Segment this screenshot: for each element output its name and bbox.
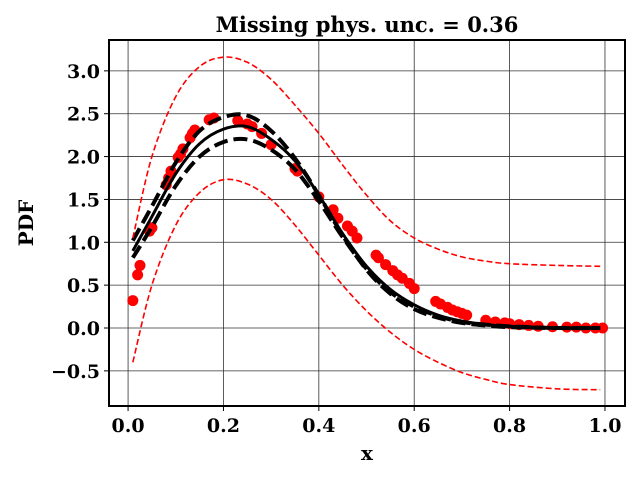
axes-frame: [108, 39, 626, 407]
x-axis-label: x: [361, 441, 374, 465]
data-point: [351, 232, 363, 244]
data-point: [127, 295, 139, 307]
data-point: [408, 283, 420, 295]
x-tick-label: 1.0: [588, 415, 621, 437]
y-tick-label: −0.5: [51, 361, 100, 383]
y-tick-label: 2.5: [67, 104, 100, 126]
data-point: [232, 115, 244, 127]
y-tick-label: 3.0: [67, 61, 100, 83]
x-tick-label: 0.6: [398, 415, 431, 437]
series-line-2: [131, 136, 601, 331]
x-tick-label: 0.4: [302, 415, 335, 437]
data-point: [132, 269, 144, 281]
x-tick-label: 0.0: [112, 415, 145, 437]
chart-title: Missing phys. unc. = 0.36: [216, 12, 519, 37]
y-tick-label: 1.0: [67, 232, 100, 254]
data-point: [597, 322, 609, 334]
series-line-3: [132, 56, 601, 268]
y-tick-label: 1.5: [67, 189, 100, 211]
series-line-4: [132, 178, 601, 391]
data-point: [134, 259, 146, 271]
series-line-1: [131, 112, 601, 331]
x-tick-label: 0.2: [207, 415, 240, 437]
data-point: [461, 309, 473, 321]
y-tick-label: 0.0: [67, 318, 100, 340]
y-axis-label: PDF: [14, 200, 38, 247]
data-point: [372, 252, 384, 264]
ticks: 0.0 0.2 0.4 0.6 0.8 1.0 −0.5 0.0 0.5 1.0 1.5 2.0 2.5…: [51, 61, 621, 437]
plot-area: [127, 56, 609, 391]
y-tick-label: 0.5: [67, 275, 100, 297]
y-tick-label: 2.0: [67, 147, 100, 169]
x-tick-label: 0.8: [493, 415, 526, 437]
grid: [109, 40, 625, 406]
